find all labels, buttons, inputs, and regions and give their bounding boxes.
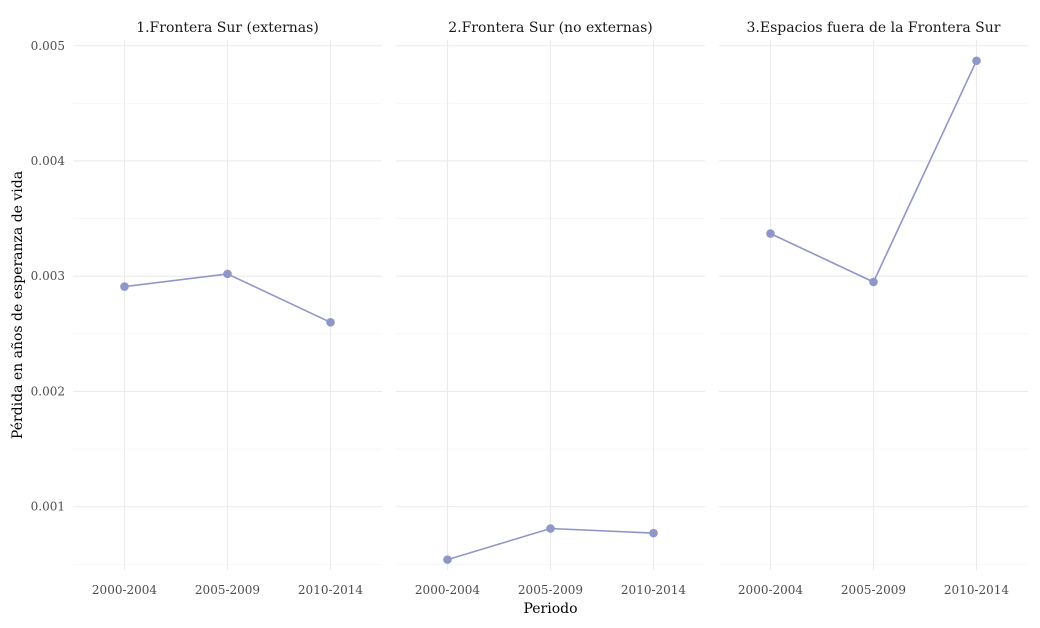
y-tick-label: 0.005 <box>31 39 65 53</box>
x-tick-label: 2010-2014 <box>944 583 1009 597</box>
data-point <box>223 269 232 279</box>
y-tick-label: 0.002 <box>31 384 65 398</box>
x-tick-label: 2005-2009 <box>518 583 583 597</box>
data-point <box>869 277 878 287</box>
x-axis-title: Periodo <box>523 601 577 617</box>
y-tick-label: 0.004 <box>31 154 66 168</box>
panel-title: 3.Espacios fuera de la Frontera Sur <box>747 20 1001 36</box>
x-tick-label: 2005-2009 <box>841 583 906 597</box>
panel-title: 1.Frontera Sur (externas) <box>136 20 319 36</box>
y-axis-title: Pérdida en años de esperanza de vida <box>10 171 26 439</box>
panel-title: 2.Frontera Sur (no externas) <box>448 20 653 36</box>
x-tick-label: 2000-2004 <box>415 583 480 597</box>
y-tick-label: 0.003 <box>31 269 65 283</box>
data-point <box>766 229 775 238</box>
data-point <box>120 282 129 291</box>
data-point <box>972 56 981 66</box>
data-point <box>649 528 658 538</box>
x-tick-label: 2010-2014 <box>621 583 686 597</box>
x-tick-label: 2005-2009 <box>195 583 260 597</box>
data-point <box>443 555 452 564</box>
x-tick-label: 2010-2014 <box>298 583 363 597</box>
x-tick-label: 2000-2004 <box>738 583 803 597</box>
y-axis-tick-labels: 0.001 0.002 0.003 0.004 0.005 <box>31 39 66 514</box>
y-tick-label: 0.001 <box>31 500 65 514</box>
panel-2: 2.Frontera Sur (no externas) 2000-2004 200… <box>396 20 705 597</box>
panels: 1.Frontera Sur (externas) 2000-2004 2005-2… <box>73 20 1028 597</box>
panel-3: 3.Espacios fuera de la Frontera Sur 2000-… <box>719 20 1028 597</box>
data-point <box>326 317 335 327</box>
data-point <box>546 524 555 533</box>
x-tick-label: 2000-2004 <box>92 583 157 597</box>
panel-1: 1.Frontera Sur (externas) 2000-2004 2005-2… <box>73 20 382 597</box>
